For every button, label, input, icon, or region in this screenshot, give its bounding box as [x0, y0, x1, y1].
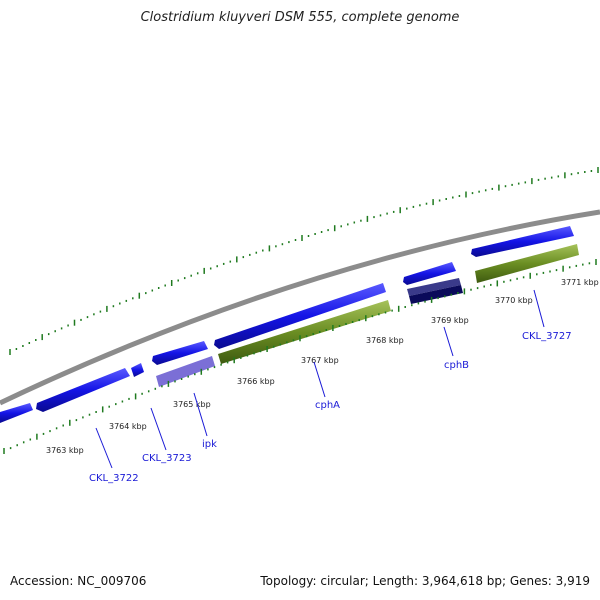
- gene-bar-olive: [218, 300, 391, 364]
- backbone-arc: [0, 209, 600, 406]
- kbp-label: 3764 kbp: [109, 422, 147, 431]
- kbp-label: 3767 kbp: [301, 356, 339, 365]
- gene-label-leaders: [95, 289, 545, 469]
- gene-bar-light: [156, 356, 215, 387]
- gene-arrow: [471, 226, 574, 257]
- gene-bar-dark: [407, 278, 461, 296]
- gene-label-cphb[interactable]: cphB: [444, 360, 469, 371]
- gene-arrow: [36, 368, 130, 412]
- gene-labels: CKL_3722 CKL_3723 ipk cphA cphB CKL_3727: [89, 331, 572, 484]
- gene-label-ckl3727[interactable]: CKL_3727: [522, 331, 572, 342]
- kbp-label: 3769 kbp: [431, 316, 469, 325]
- outer-tick-ring: [9, 167, 599, 355]
- kbp-label: 3770 kbp: [495, 296, 533, 305]
- kbp-label: 3766 kbp: [237, 377, 275, 386]
- kbp-label: 3763 kbp: [46, 446, 84, 455]
- gene-arrow: [403, 262, 456, 285]
- kbp-labels: 3763 kbp 3764 kbp 3765 kbp 3766 kbp 3767…: [46, 278, 599, 455]
- inner-tick-ring: [3, 259, 597, 454]
- gene-arrow: [0, 403, 33, 423]
- gene-bar-darkest: [409, 285, 463, 304]
- accession-label: Accession: NC_009706: [10, 574, 147, 588]
- gene-label-cpha[interactable]: cphA: [315, 400, 340, 411]
- kbp-label: 3765 kbp: [173, 400, 211, 409]
- gene-label-ckl3722[interactable]: CKL_3722: [89, 473, 139, 484]
- genome-title: Clostridium kluyveri DSM 555, complete g…: [140, 10, 460, 25]
- genome-summary: Topology: circular; Length: 3,964,618 bp…: [260, 574, 590, 588]
- gene-arrow: [152, 341, 208, 365]
- gene-arrow: [214, 283, 386, 349]
- inner-genes: [156, 244, 579, 387]
- gene-label-ckl3723[interactable]: CKL_3723: [142, 453, 192, 464]
- gene-arrow: [131, 363, 144, 377]
- kbp-label: 3768 kbp: [366, 336, 404, 345]
- kbp-label: 3771 kbp: [561, 278, 599, 287]
- gene-label-ipk[interactable]: ipk: [202, 439, 217, 450]
- forward-genes: [0, 226, 574, 423]
- gene-bar-olive: [475, 244, 579, 283]
